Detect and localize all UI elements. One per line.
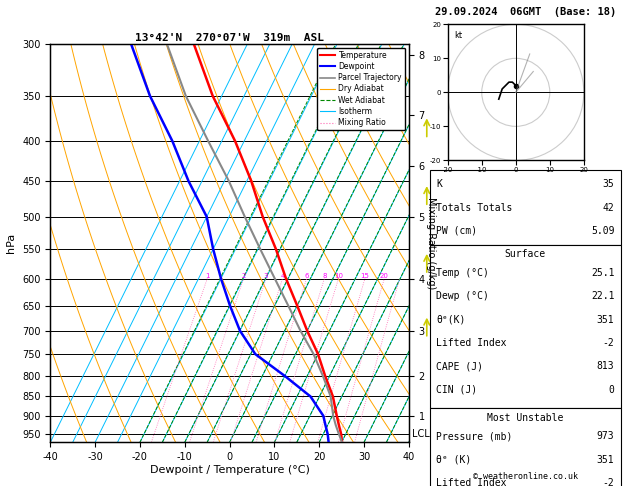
Text: 1: 1 xyxy=(205,273,209,278)
X-axis label: Dewpoint / Temperature (°C): Dewpoint / Temperature (°C) xyxy=(150,465,309,475)
Y-axis label: Mixing Ratio (g/kg): Mixing Ratio (g/kg) xyxy=(426,197,436,289)
Text: 5.09: 5.09 xyxy=(591,226,615,236)
Text: 15: 15 xyxy=(360,273,369,278)
Text: kt: kt xyxy=(455,31,463,40)
Bar xyxy=(430,245,621,408)
Text: 813: 813 xyxy=(597,361,615,371)
Text: 2: 2 xyxy=(242,273,246,278)
Bar xyxy=(430,170,621,245)
Text: Surface: Surface xyxy=(504,249,546,259)
Text: 4: 4 xyxy=(281,273,285,278)
Text: θᵉ (K): θᵉ (K) xyxy=(436,455,471,465)
Text: 25.1: 25.1 xyxy=(591,268,615,278)
Text: 8: 8 xyxy=(322,273,326,278)
Text: 3: 3 xyxy=(264,273,269,278)
Text: 22.1: 22.1 xyxy=(591,291,615,301)
Text: Totals Totals: Totals Totals xyxy=(436,203,513,212)
Title: 13°42'N  270°07'W  319m  ASL: 13°42'N 270°07'W 319m ASL xyxy=(135,33,324,43)
Text: 6: 6 xyxy=(304,273,309,278)
Text: 10: 10 xyxy=(334,273,343,278)
Text: Lifted Index: Lifted Index xyxy=(436,338,506,348)
Text: 351: 351 xyxy=(597,314,615,325)
Text: 351: 351 xyxy=(597,455,615,465)
Text: θᵉ(K): θᵉ(K) xyxy=(436,314,465,325)
Text: 973: 973 xyxy=(597,432,615,441)
Text: 42: 42 xyxy=(603,203,615,212)
Text: © weatheronline.co.uk: © weatheronline.co.uk xyxy=(473,472,577,481)
Text: LCL: LCL xyxy=(413,429,430,439)
Text: K: K xyxy=(436,179,442,189)
Text: 20: 20 xyxy=(380,273,389,278)
Text: -2: -2 xyxy=(603,478,615,486)
Text: Temp (°C): Temp (°C) xyxy=(436,268,489,278)
Text: Pressure (mb): Pressure (mb) xyxy=(436,432,513,441)
Text: 29.09.2024  06GMT  (Base: 18): 29.09.2024 06GMT (Base: 18) xyxy=(435,7,616,17)
Text: -2: -2 xyxy=(603,338,615,348)
Text: 0: 0 xyxy=(609,384,615,395)
Text: CIN (J): CIN (J) xyxy=(436,384,477,395)
Text: Most Unstable: Most Unstable xyxy=(487,413,564,423)
Y-axis label: hPa: hPa xyxy=(6,233,16,253)
Legend: Temperature, Dewpoint, Parcel Trajectory, Dry Adiabat, Wet Adiabat, Isotherm, Mi: Temperature, Dewpoint, Parcel Trajectory… xyxy=(317,48,405,130)
Text: PW (cm): PW (cm) xyxy=(436,226,477,236)
Text: Lifted Index: Lifted Index xyxy=(436,478,506,486)
Text: 35: 35 xyxy=(603,179,615,189)
Text: Dewp (°C): Dewp (°C) xyxy=(436,291,489,301)
Bar xyxy=(430,408,621,486)
Text: CAPE (J): CAPE (J) xyxy=(436,361,483,371)
